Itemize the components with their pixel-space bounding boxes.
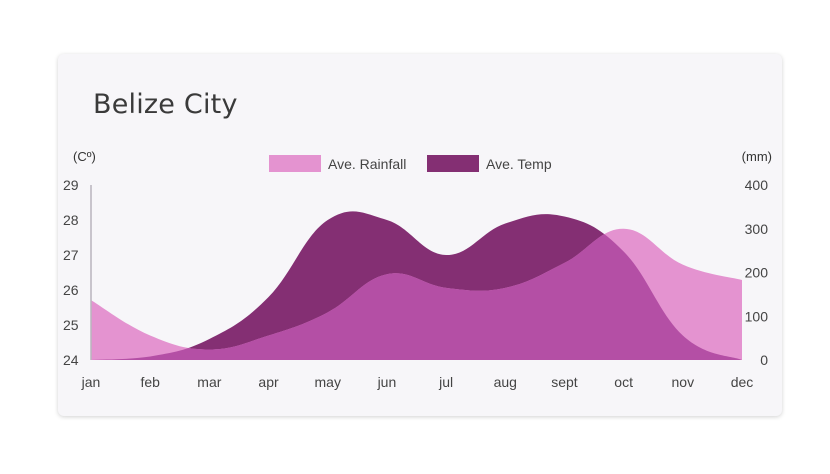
right-tick-label-300: 300 [745,221,769,237]
left-tick-label-26: 26 [63,282,79,298]
x-tick-label-feb: feb [140,374,160,390]
x-tick-label-sept: sept [551,374,578,390]
right-axis-unit: (mm) [742,149,772,164]
left-tick-label-29: 29 [63,177,79,193]
x-tick-label-aug: aug [494,374,517,390]
chart-title: Belize City [93,89,238,120]
left-axis-unit: (Cº) [73,149,96,164]
x-tick-label-nov: nov [672,374,695,390]
x-tick-label-jan: jan [81,374,101,390]
legend-swatch-ave-rainfall [269,155,321,172]
chart-areas [91,211,742,360]
x-tick-label-oct: oct [614,374,633,390]
left-tick-label-28: 28 [63,212,79,228]
area-overlap [91,228,742,360]
x-tick-label-jul: jul [438,374,453,390]
legend: Ave. Rainfall Ave. Temp [269,155,552,172]
left-tick-label-27: 27 [63,247,79,263]
x-tick-label-apr: apr [258,374,279,390]
legend-swatch-ave-temp [427,155,479,172]
x-tick-label-jun: jun [377,374,397,390]
right-axis-ticks: 0 100 200 300 400 [745,177,769,368]
left-tick-label-25: 25 [63,317,79,333]
right-tick-label-400: 400 [745,177,769,193]
x-tick-label-mar: mar [197,374,221,390]
right-tick-label-0: 0 [760,352,768,368]
x-axis-ticks: jan feb mar apr may jun jul aug sept oct nov dec [81,374,754,390]
x-tick-label-dec: dec [731,374,754,390]
legend-label-ave-rainfall: Ave. Rainfall [328,156,406,172]
right-tick-label-100: 100 [745,308,769,324]
left-tick-label-24: 24 [63,352,79,368]
x-tick-label-may: may [315,374,341,390]
right-tick-label-200: 200 [745,265,769,281]
left-axis-ticks: 24 25 26 27 28 29 [63,177,79,368]
legend-label-ave-temp: Ave. Temp [486,156,552,172]
